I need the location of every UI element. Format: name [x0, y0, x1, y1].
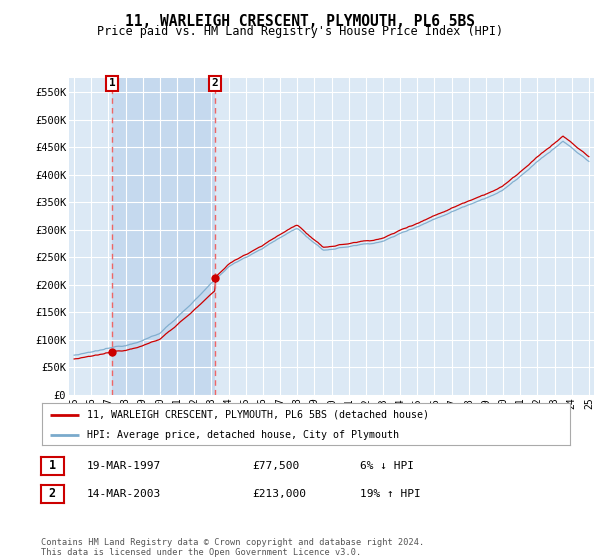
- Text: 14-MAR-2003: 14-MAR-2003: [87, 489, 161, 499]
- Text: 19% ↑ HPI: 19% ↑ HPI: [360, 489, 421, 499]
- Text: 1: 1: [49, 459, 56, 473]
- Text: 2: 2: [212, 78, 218, 88]
- Text: 1: 1: [109, 78, 115, 88]
- Text: £213,000: £213,000: [252, 489, 306, 499]
- Text: 19-MAR-1997: 19-MAR-1997: [87, 461, 161, 471]
- Text: 11, WARLEIGH CRESCENT, PLYMOUTH, PL6 5BS (detached house): 11, WARLEIGH CRESCENT, PLYMOUTH, PL6 5BS…: [87, 410, 429, 420]
- Text: Contains HM Land Registry data © Crown copyright and database right 2024.
This d: Contains HM Land Registry data © Crown c…: [41, 538, 424, 557]
- Text: Price paid vs. HM Land Registry's House Price Index (HPI): Price paid vs. HM Land Registry's House …: [97, 25, 503, 38]
- Text: £77,500: £77,500: [252, 461, 299, 471]
- Text: HPI: Average price, detached house, City of Plymouth: HPI: Average price, detached house, City…: [87, 430, 399, 440]
- Bar: [112, 78, 215, 395]
- Text: 2: 2: [49, 487, 56, 501]
- Text: 6% ↓ HPI: 6% ↓ HPI: [360, 461, 414, 471]
- Text: 11, WARLEIGH CRESCENT, PLYMOUTH, PL6 5BS: 11, WARLEIGH CRESCENT, PLYMOUTH, PL6 5BS: [125, 14, 475, 29]
